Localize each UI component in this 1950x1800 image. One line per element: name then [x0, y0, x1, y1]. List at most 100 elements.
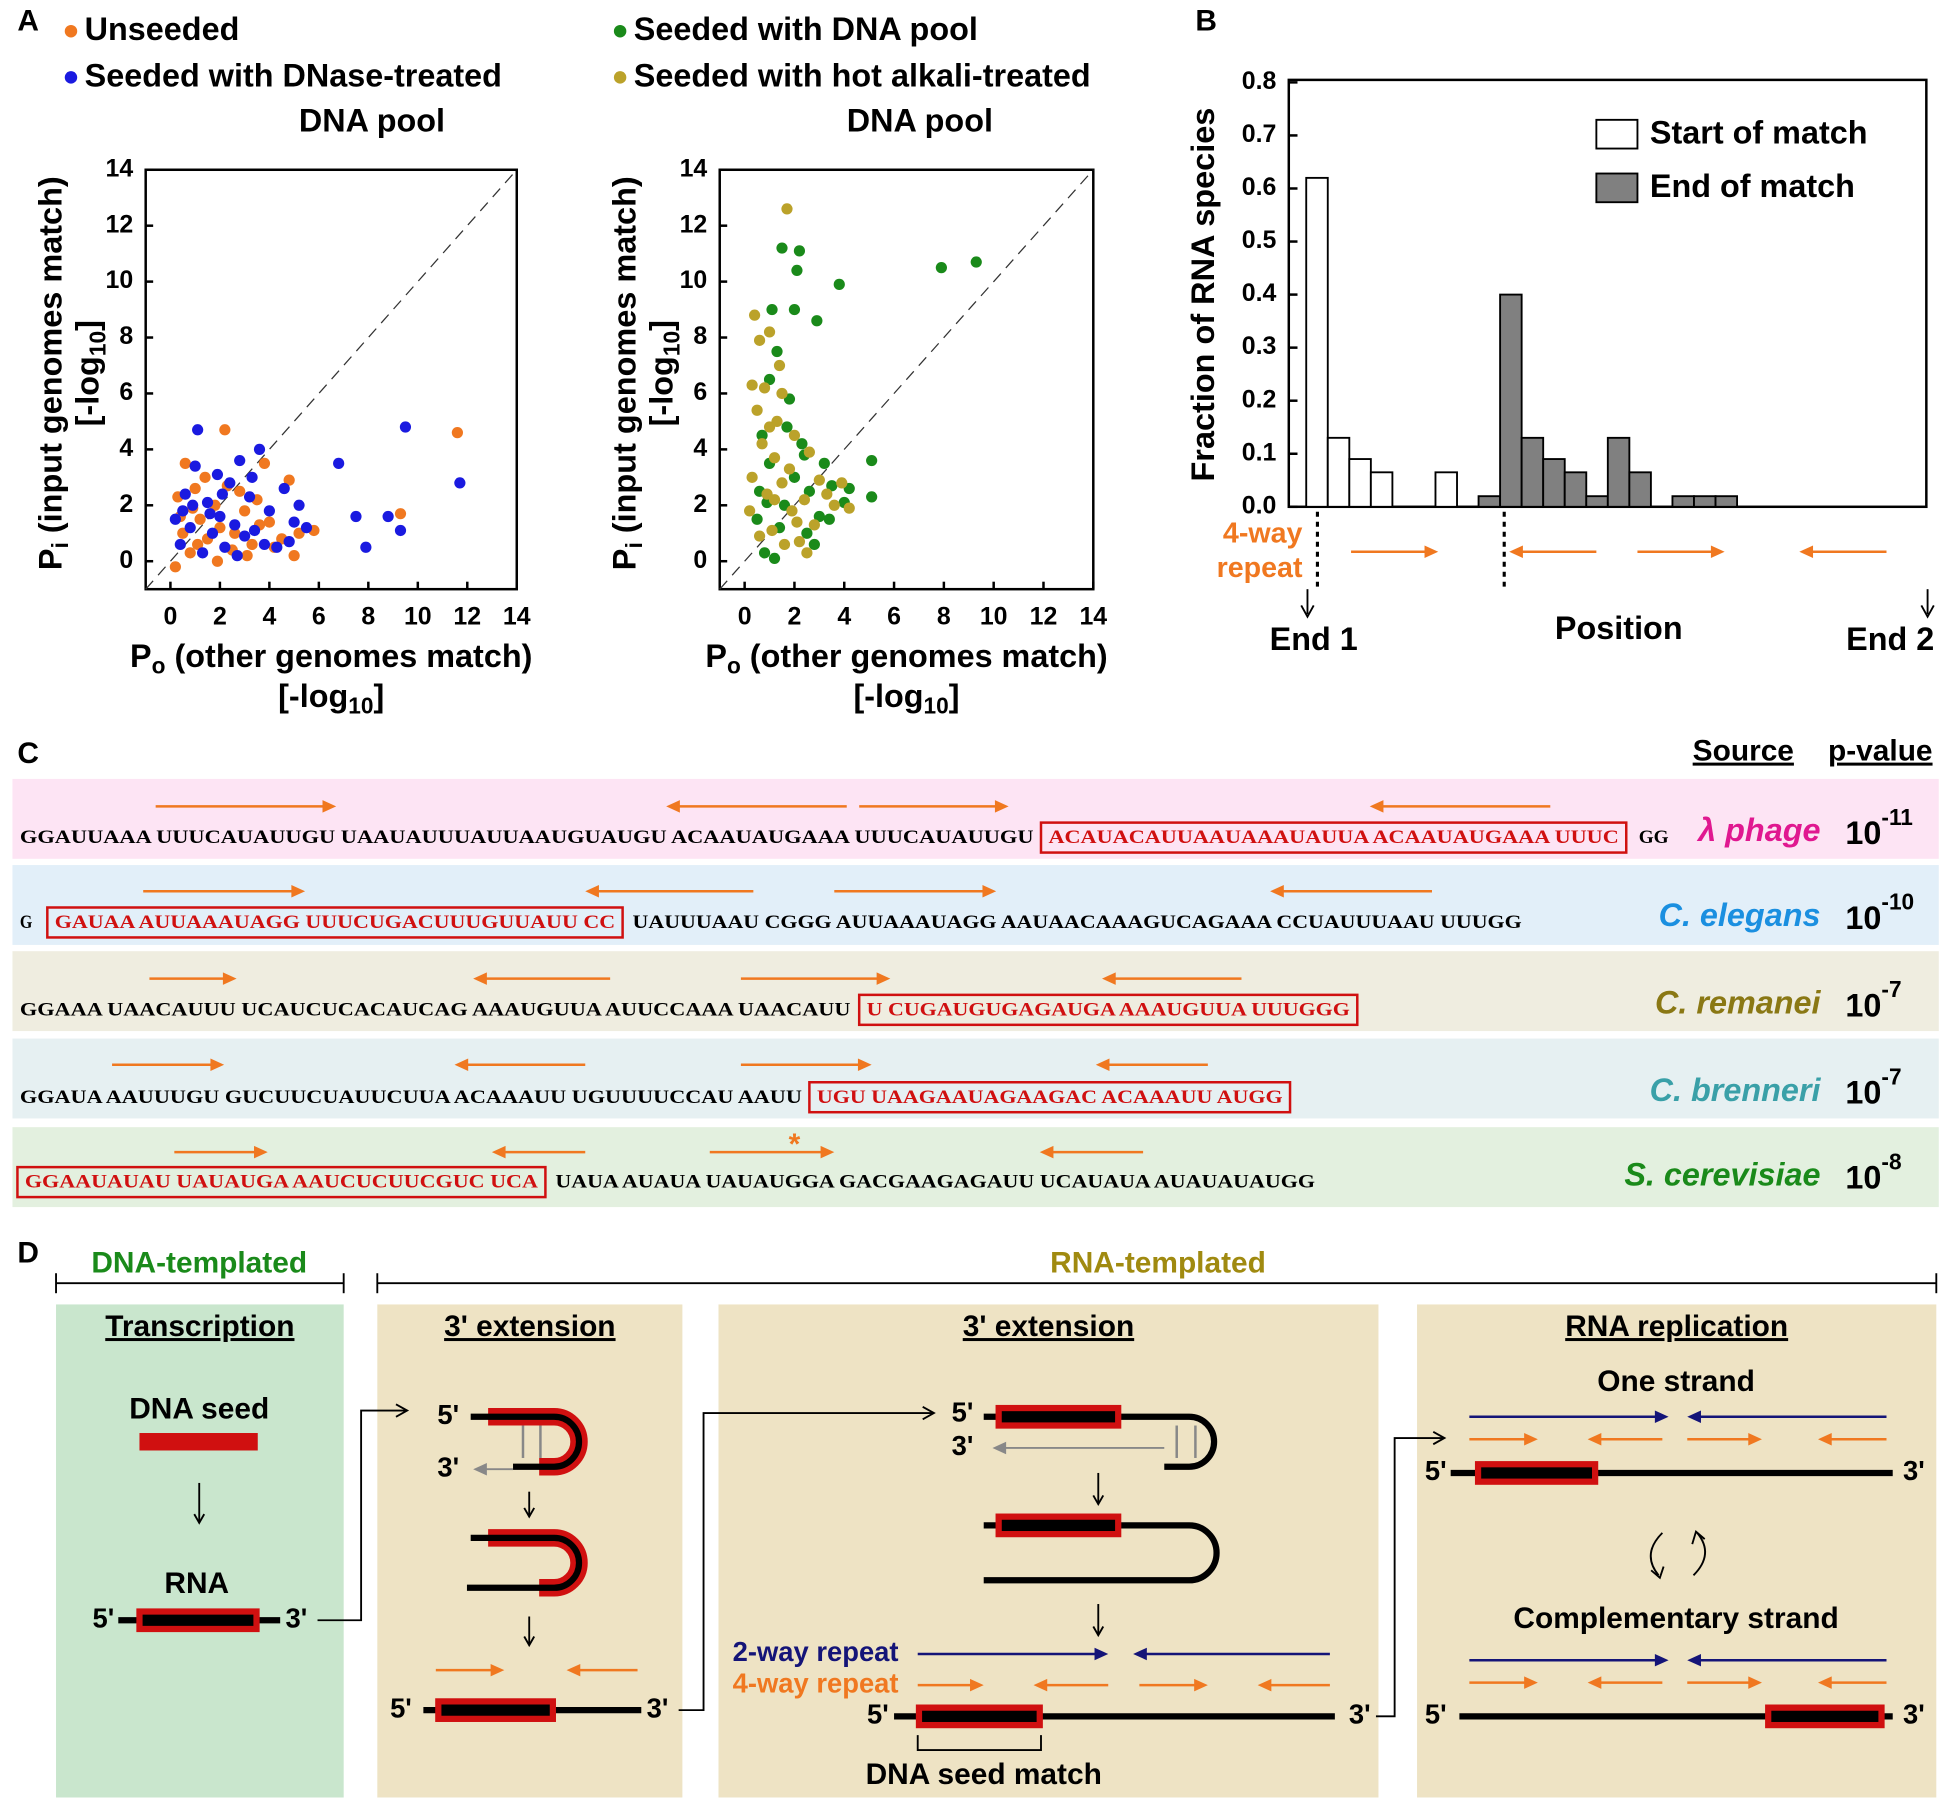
text-line: Unseeded: [85, 11, 240, 47]
repeat-arrow: [1102, 972, 1116, 985]
repeat-arrow: [473, 972, 487, 985]
data-point: [219, 424, 231, 436]
sequence-segment: U CUGAUGUGAGAUGA AAAUGUUA UUUGGG: [867, 999, 1351, 1020]
x-tick-label: 2: [788, 602, 802, 630]
repeat-arrow: [1654, 1653, 1669, 1667]
data-point: [204, 508, 216, 520]
text-part: -11: [1881, 804, 1913, 830]
repeat-arrow: [859, 800, 1009, 813]
text-part: -8: [1881, 1148, 1901, 1174]
plot-frame: [718, 168, 1095, 591]
dna-seed-segment: [1474, 1461, 1599, 1485]
text-part: [-log: [643, 356, 679, 426]
data-point: [192, 424, 204, 436]
repeat-arrow: [1469, 1676, 1538, 1689]
sequence-segment: UAUA AUAUA UAUAUGGA GACGAAGAGAUU UCAUAUA…: [555, 1172, 1315, 1193]
legend-label: End of match: [1650, 168, 1855, 204]
seed-match-box: [16, 1165, 547, 1199]
dna-seed-segment: [995, 1513, 1122, 1538]
repeat-arrow: [1039, 1145, 1144, 1159]
data-point: [399, 421, 412, 433]
data-point: [803, 446, 815, 458]
diagram-label: 3': [285, 1602, 307, 1633]
data-point: [177, 505, 189, 517]
diagram-label: 3': [1903, 1455, 1925, 1486]
data-point: [753, 530, 766, 542]
repeat-arrow: [1469, 1653, 1669, 1667]
data-point: [246, 538, 258, 551]
data-point: [753, 334, 766, 346]
x-tick-label: 14: [503, 602, 531, 630]
row-background: [12, 865, 1939, 945]
repeat-arrow: [1351, 545, 1439, 558]
text-part: (input genomes match): [32, 176, 68, 542]
data-point: [828, 499, 840, 511]
repeat-arrow: [566, 1663, 581, 1677]
repeat-arrow: [666, 800, 680, 813]
legend-label: Unseeded: [85, 11, 240, 47]
data-point: [271, 541, 283, 553]
repeat-arrow: [1818, 1676, 1832, 1689]
sequence-segment: GGAAA UAACAUUU UCAUCUCACAUCAG AAAUGUUA A…: [20, 999, 851, 1020]
data-point: [776, 477, 788, 489]
legend-marker: [613, 24, 627, 38]
data-point: [801, 547, 813, 559]
y-tick-label: 0.8: [1242, 67, 1277, 95]
x-tick-label: 4: [837, 602, 851, 630]
y-tick-label: 6: [119, 378, 133, 406]
y-tick-label: 0.7: [1242, 120, 1277, 148]
data-point: [811, 315, 823, 327]
data-point: [192, 538, 204, 551]
bar: [1434, 471, 1458, 508]
y-tick-label: 2: [693, 490, 707, 518]
legend-swatch: [1595, 172, 1639, 204]
legend-marker: [64, 71, 78, 84]
y-tick-label: 0.5: [1242, 226, 1277, 254]
dna-seed-segment: [136, 1608, 260, 1633]
data-point: [866, 491, 878, 503]
data-point: [970, 256, 982, 268]
dna-seed: [139, 1433, 258, 1451]
y-tick-label: 12: [680, 210, 708, 238]
bar: [1606, 436, 1631, 508]
data-point: [382, 510, 394, 523]
data-point: [239, 530, 251, 542]
text-part: o: [727, 653, 741, 679]
p-value: 10-7: [1845, 1063, 1901, 1110]
repeat-arrow: [1710, 545, 1725, 558]
legend-marker: [64, 24, 78, 38]
hairpin-strand: [466, 1534, 583, 1591]
stage-title: Transcription: [105, 1310, 294, 1343]
diagram-label: 5': [1425, 1455, 1447, 1486]
data-point: [751, 404, 763, 416]
repeat-arrow: [1194, 1678, 1208, 1692]
text-part: P: [705, 637, 727, 673]
data-point: [211, 468, 224, 481]
dna-seed-segment: [995, 1404, 1122, 1429]
data-point: [184, 522, 196, 534]
data-point: [394, 524, 407, 537]
text-part: (input genomes match): [606, 176, 642, 542]
data-point: [246, 471, 258, 483]
text-part: i: [621, 542, 647, 548]
repeat-arrow: [1469, 1410, 1669, 1424]
diagram-label: 3': [647, 1692, 669, 1723]
repeat-arrow: [1257, 1678, 1272, 1692]
text-part: 10: [1845, 815, 1881, 851]
column-header: Source: [1693, 735, 1794, 768]
data-point: [833, 278, 845, 291]
data-point: [748, 309, 761, 321]
end-arrow: [1920, 604, 1935, 619]
stage-connector: [395, 1403, 410, 1418]
data-point: [788, 303, 801, 316]
y-axis-label: Pi (input genomes match): [32, 176, 73, 570]
data-point: [768, 552, 781, 565]
data-point: [776, 242, 788, 254]
data-point: [763, 421, 776, 433]
repeat-arrow: [1270, 885, 1432, 898]
stage-title: 3' extension: [963, 1310, 1134, 1343]
x-axis-label: Po (other genomes match): [130, 637, 532, 678]
data-point: [229, 527, 241, 539]
data-point: [239, 505, 251, 517]
y-tick-label: 0.6: [1242, 173, 1277, 201]
